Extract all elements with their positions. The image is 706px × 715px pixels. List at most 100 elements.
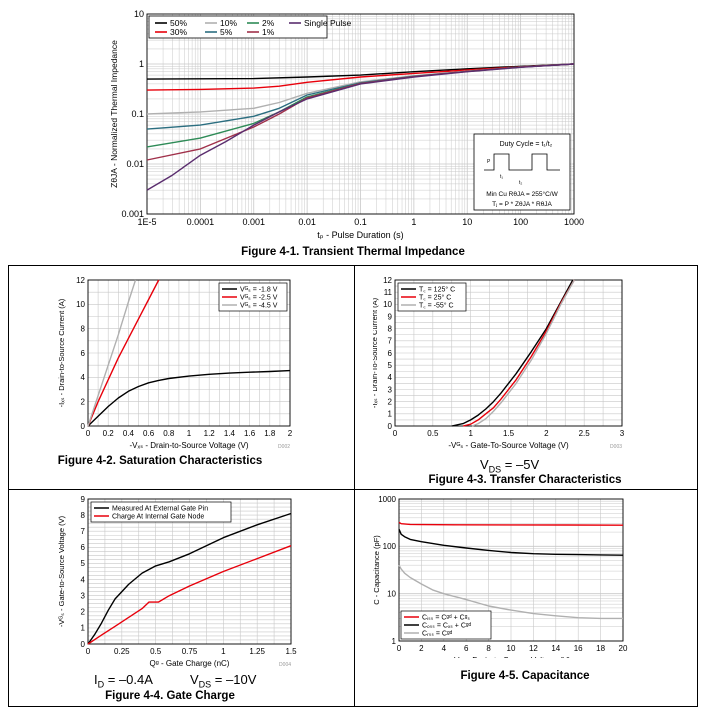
x-tick-label: 0 [86, 429, 91, 438]
x-axis-label: -Vₓₛ - Drain-to-Source Voltage (V) [130, 441, 249, 450]
x-tick-label: 1 [221, 647, 226, 656]
series-line-0 [87, 369, 291, 427]
x-tick-label: 0.5 [150, 647, 162, 656]
x-tick-label: 16 [574, 644, 583, 653]
x-tick-label: 1.25 [249, 647, 265, 656]
legend-label: 1% [262, 27, 275, 37]
x-tick-label: 0.01 [298, 217, 316, 227]
fig2-caption: Figure 4-2. Saturation Characteristics [57, 455, 263, 467]
y-tick-label: 3 [81, 591, 86, 600]
y-tick-label: 12 [383, 276, 392, 285]
x-tick-label: 0 [86, 647, 91, 656]
fig4-plot: 0 0.25 0.5 0.75 1 1.25 1.5 0 1 2 3 4 5 6 7 8 9 Qᵍ - Gate … [57, 495, 297, 668]
x-tick-label: 100 [513, 217, 528, 227]
fig5-caption: Figure 4-5. Capacitance [460, 670, 590, 682]
inset-rtheta: Min Cu RθJA = 255°C/W [486, 190, 558, 198]
y-tick-label: 8 [388, 324, 393, 333]
x-tick-label: 10 [507, 644, 516, 653]
legend-label: 5% [220, 27, 233, 37]
x-tick-label: 0 [393, 429, 398, 438]
x-tick-label: 1.4 [224, 429, 236, 438]
y-tick-label: 4 [81, 373, 86, 382]
x-tick-label: 14 [551, 644, 560, 653]
x-tick-label: 0.25 [114, 647, 130, 656]
x-tick-label: 2 [544, 429, 549, 438]
legend-label: Charge At Internal Gate Node [112, 514, 204, 521]
legend-label: T꜀ = -55° C [419, 302, 454, 310]
legend-label: T꜀ = 25° C [419, 294, 451, 302]
x-tick-label: 2 [419, 644, 424, 653]
y-tick-label: 10 [76, 300, 85, 309]
plot-frame [398, 498, 624, 642]
y-axis-label: ZθJA - Normalized Thermal Impedance [109, 40, 119, 188]
y-tick-label: 2 [81, 608, 86, 617]
fig3-vds-condition: VDS = –5V [480, 457, 540, 475]
fig4-caption: Figure 4-4. Gate Charge [105, 690, 235, 702]
legend-label: Vᴳₛ = -1.8 V [240, 287, 278, 294]
panel-divider-horizontal [9, 489, 697, 490]
series-line-1 [87, 279, 160, 427]
y-tick-label: 100 [383, 542, 397, 551]
series-line-6 [146, 63, 575, 191]
y-tick-label: 8 [81, 324, 86, 333]
x-tick-label: 1.8 [264, 429, 276, 438]
y-tick-label: 1 [392, 637, 397, 646]
y-tick-label: 0 [81, 640, 86, 649]
y-axis-label: -Iₓₛ - Drain-to-Source Current (A) [57, 298, 66, 407]
legend-label: Vᴳₛ = -4.5 V [240, 303, 278, 310]
y-tick-label: 9 [388, 312, 393, 321]
y-tick-label: 1 [388, 410, 393, 419]
y-tick-label: 6 [388, 349, 393, 358]
x-tick-label: 1 [187, 429, 192, 438]
capacitance-chart: 0 2 4 6 8 10 12 14 16 18 20 1 10 100 1000 -Vₓₛ - Drain-… [373, 495, 628, 658]
x-tick-label: 2 [288, 429, 293, 438]
y-tick-label: 3 [388, 385, 393, 394]
x-axis-label: -Vₓₛ - Drain-to-Source Voltage (V) [452, 656, 571, 658]
y-tick-label: 0.01 [126, 159, 144, 169]
y-tick-label: 7 [388, 337, 393, 346]
plot-frame [87, 498, 292, 645]
x-tick-label: 0 [397, 644, 402, 653]
thermal-impedance-chart: 1E-5 0.0001 0.001 0.01 0.1 1 10 100 1000 0.001 0.0… [109, 9, 584, 240]
inset-duty-cycle: Duty Cycle = t₁/t₂ [500, 141, 553, 148]
legend-label: 50% [170, 18, 187, 28]
y-tick-label: 7 [81, 527, 86, 536]
x-tick-label: 0.1 [354, 217, 367, 227]
y-tick-label: 4 [81, 575, 86, 584]
plot-frame [87, 279, 291, 427]
series-line-1 [462, 279, 575, 427]
legend: T꜀ = 125° CT꜀ = 25° CT꜀ = -55° C [397, 282, 467, 312]
x-tick-label: 0.2 [103, 429, 115, 438]
x-tick-label: 1.5 [285, 647, 297, 656]
x-tick-label: 0.6 [143, 429, 155, 438]
x-axis-label: tₚ - Pulse Duration (s) [317, 230, 403, 240]
legend-label: 30% [170, 27, 187, 37]
legend-label: Measured At External Gate Pin [112, 506, 208, 513]
legend: 50%30% 10%5% 2%1% Single Pulse [148, 15, 352, 39]
x-tick-label: 12 [529, 644, 538, 653]
saturation-chart: 0 0.2 0.4 0.6 0.8 1 1.2 1.4 1.6 1.8 2 0 2 4 6 8 10 12 -Vₓₛ… [57, 276, 293, 450]
legend-label: 10% [220, 18, 237, 28]
y-tick-label: 0.1 [131, 109, 144, 119]
legend-box [90, 501, 232, 523]
series-line-2 [471, 279, 575, 427]
legend-box [148, 15, 328, 39]
series-line-0 [451, 279, 574, 427]
x-tick-label: 4 [442, 644, 447, 653]
x-tick-label: 2.5 [579, 429, 591, 438]
figure-panel-grid [8, 265, 698, 707]
x-tick-label: 0.0001 [187, 217, 215, 227]
y-axis-label: -Vᴳₛ - Gate-to-Source Voltage (V) [57, 515, 66, 627]
x-tick-label: 1.2 [204, 429, 216, 438]
x-tick-label: 18 [596, 644, 605, 653]
chart-id-note: D003 [610, 444, 622, 450]
fig4-vds-condition: VDS = –10V [190, 672, 257, 690]
inset-t1-label: t₁ [500, 174, 503, 180]
y-tick-label: 1 [81, 624, 86, 633]
x-tick-label: 0.4 [123, 429, 135, 438]
x-tick-label: 1 [468, 429, 473, 438]
y-tick-label: 0 [388, 422, 393, 431]
